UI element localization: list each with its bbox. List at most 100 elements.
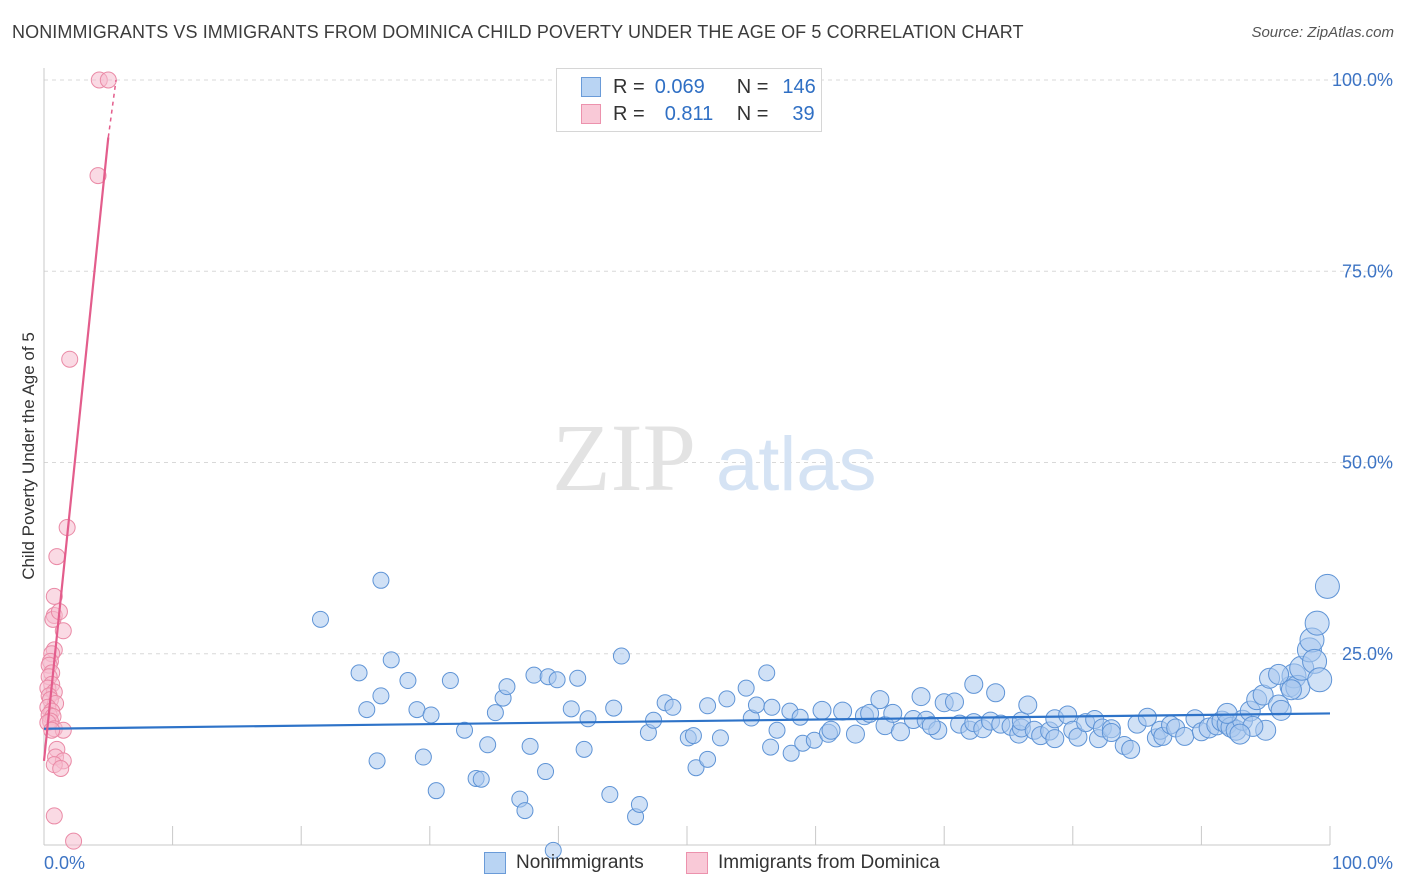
data-point-nonimmigrant <box>612 647 630 665</box>
data-point-dominica <box>48 548 66 566</box>
data-point-nonimmigrant <box>422 706 440 724</box>
y-tick-label: 75.0% <box>1342 261 1393 281</box>
data-point-nonimmigrant <box>664 698 682 716</box>
data-point-nonimmigrant <box>516 802 534 820</box>
data-point-nonimmigrant <box>791 708 809 726</box>
data-point-nonimmigrant <box>562 700 580 718</box>
data-point-nonimmigrant <box>372 687 390 705</box>
data-point-nonimmigrant <box>368 752 386 770</box>
data-point-nonimmigrant <box>782 744 800 762</box>
data-point-nonimmigrant <box>684 727 702 745</box>
chart-title: NONIMMIGRANTS VS IMMIGRANTS FROM DOMINIC… <box>12 22 1024 42</box>
data-point-nonimmigrant <box>821 720 841 740</box>
trendline-dominica-extension <box>107 79 117 138</box>
correlation-legend: R = 0.069 N = 146 R = 0.811 N = 39 <box>556 68 822 132</box>
x-tick-label: 0.0% <box>44 853 85 873</box>
legend-n-label: N = <box>736 75 769 98</box>
data-point-nonimmigrant <box>605 699 623 717</box>
data-point-nonimmigrant <box>1018 695 1038 715</box>
dominica-points <box>39 71 117 850</box>
data-point-nonimmigrant <box>414 748 432 766</box>
watermark-zip: ZIP <box>552 404 696 511</box>
data-point-nonimmigrant <box>537 763 555 781</box>
data-point-nonimmigrant <box>456 721 474 739</box>
data-point-nonimmigrant <box>569 669 587 687</box>
data-point-nonimmigrant <box>486 704 504 722</box>
data-point-nonimmigrant <box>870 690 890 710</box>
legend-label-nonimmigrants: Nonimmigrants <box>516 852 644 873</box>
data-point-nonimmigrant <box>1045 729 1065 749</box>
data-point-nonimmigrant <box>921 716 941 736</box>
data-point-nonimmigrant <box>737 679 755 697</box>
data-point-nonimmigrant <box>358 701 376 719</box>
data-point-nonimmigrant <box>845 724 865 744</box>
data-point-nonimmigrant <box>890 722 910 742</box>
data-point-nonimmigrant <box>575 740 593 758</box>
trendline-nonimmigrants <box>43 712 1331 730</box>
y-axis-label: Child Poverty Under the Age of 5 <box>19 332 38 580</box>
data-point-nonimmigrant <box>711 729 729 747</box>
data-point-nonimmigrant <box>944 692 964 712</box>
data-point-nonimmigrant <box>601 786 619 804</box>
data-point-nonimmigrant <box>427 782 445 800</box>
data-point-dominica <box>99 71 117 89</box>
data-point-nonimmigrant <box>498 678 516 696</box>
legend-n-value: 146 <box>782 75 816 98</box>
data-point-dominica <box>54 622 72 640</box>
legend-r-label: R = <box>613 75 645 98</box>
data-point-nonimmigrant <box>1268 663 1290 685</box>
grid-lines <box>44 79 1393 655</box>
data-point-nonimmigrant <box>479 736 497 754</box>
legend-swatch-blue <box>484 852 506 874</box>
data-point-nonimmigrant <box>1101 723 1121 743</box>
data-point-nonimmigrant <box>472 770 490 788</box>
trend-lines <box>42 79 1331 761</box>
legend-swatch-blue <box>581 77 601 97</box>
data-point-dominica <box>45 587 63 605</box>
data-point-nonimmigrant <box>350 664 368 682</box>
data-point-dominica <box>89 167 107 185</box>
data-point-dominica <box>45 807 63 825</box>
source-label: Source: ZipAtlas.com <box>1251 24 1394 41</box>
data-point-nonimmigrant <box>548 671 566 689</box>
data-point-nonimmigrant <box>1229 723 1251 745</box>
legend-item-nonimmigrants[interactable]: Nonimmigrants <box>484 852 644 874</box>
legend-swatch-pink <box>581 104 601 124</box>
data-point-nonimmigrant <box>1121 739 1141 759</box>
data-point-nonimmigrant <box>1216 702 1238 724</box>
legend-r-value: 0.069 <box>654 75 705 98</box>
data-point-nonimmigrant <box>1304 610 1330 636</box>
data-point-nonimmigrant <box>758 664 776 682</box>
legend-r-label: R = <box>613 102 645 125</box>
y-tick-label: 25.0% <box>1342 644 1393 664</box>
data-point-nonimmigrant <box>762 738 780 756</box>
legend-n-value: 39 <box>792 102 815 125</box>
watermark-atlas: atlas <box>716 422 877 507</box>
legend-row-dominica: R = 0.811 N = 39 <box>581 102 815 126</box>
data-point-nonimmigrant <box>311 610 329 628</box>
data-point-nonimmigrant <box>1280 679 1302 701</box>
data-point-nonimmigrant <box>441 672 459 690</box>
data-point-nonimmigrant <box>986 683 1006 703</box>
data-point-nonimmigrant <box>544 841 562 859</box>
data-point-dominica <box>52 760 70 777</box>
y-tick-label: 100.0% <box>1332 70 1393 90</box>
data-point-dominica <box>65 832 83 850</box>
data-point-nonimmigrant <box>372 571 390 589</box>
data-point-nonimmigrant <box>964 674 984 694</box>
legend-item-dominica[interactable]: Immigrants from Dominica <box>686 852 940 874</box>
series-legend: Nonimmigrants Immigrants from Dominica <box>0 852 1406 878</box>
data-point-nonimmigrant <box>382 651 400 669</box>
data-point-nonimmigrant <box>1307 667 1333 693</box>
data-point-nonimmigrant <box>579 710 597 728</box>
data-point-nonimmigrant <box>699 750 717 768</box>
data-point-nonimmigrant <box>687 759 705 777</box>
data-point-nonimmigrant <box>399 672 417 690</box>
data-point-nonimmigrant <box>1314 573 1340 599</box>
data-point-nonimmigrant <box>812 700 832 720</box>
x-tick-label: 100.0% <box>1332 853 1393 873</box>
data-point-nonimmigrant <box>1175 726 1195 746</box>
data-point-nonimmigrant <box>763 698 781 716</box>
data-point-nonimmigrant <box>911 687 931 707</box>
data-point-nonimmigrant <box>747 696 765 714</box>
